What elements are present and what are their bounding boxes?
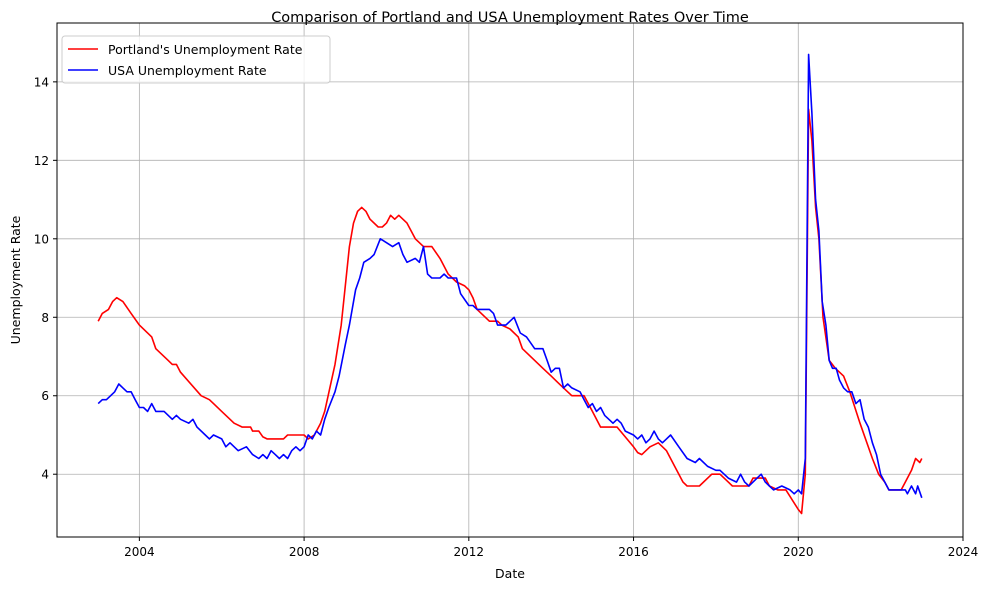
grid xyxy=(57,23,964,537)
y-tick-label: 12 xyxy=(34,154,49,168)
series-group xyxy=(97,53,923,515)
x-tick-label: 2020 xyxy=(783,545,814,559)
y-tick-label: 14 xyxy=(34,75,49,89)
legend-box xyxy=(61,35,331,84)
chart-title: Comparison of Portland and USA Unemploym… xyxy=(271,10,749,26)
series-line-usa xyxy=(97,53,923,499)
x-tick-label: 2004 xyxy=(124,545,155,559)
legend-label-usa: USA Unemployment Rate xyxy=(108,63,267,78)
plot-frame xyxy=(56,22,964,538)
x-tick-label: 2008 xyxy=(289,545,320,559)
y-axis-label: Unemployment Rate xyxy=(8,215,23,344)
series-line-portland xyxy=(97,108,923,515)
y-tick-label: 10 xyxy=(34,232,49,246)
x-tick-label: 2012 xyxy=(454,545,485,559)
y-axis-ticks: 4 6 8 10 12 14 xyxy=(34,75,57,482)
x-tick-label: 2024 xyxy=(948,545,979,559)
legend: Portland's Unemployment Rate USA Unemplo… xyxy=(61,35,331,84)
x-axis-ticks: 2004 2008 2012 2016 2020 2024 xyxy=(124,537,978,559)
x-tick-label: 2016 xyxy=(618,545,649,559)
legend-label-portland: Portland's Unemployment Rate xyxy=(108,42,303,57)
y-tick-label: 4 xyxy=(41,468,49,482)
y-tick-label: 8 xyxy=(41,311,49,325)
y-tick-label: 6 xyxy=(41,389,49,403)
x-axis-label: Date xyxy=(495,566,525,581)
